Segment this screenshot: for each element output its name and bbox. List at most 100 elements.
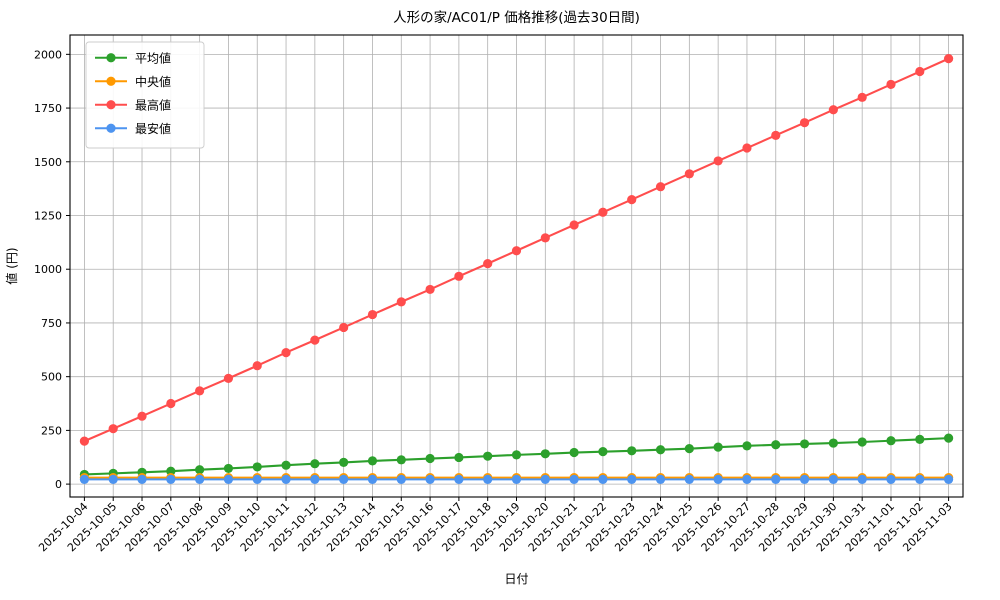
series-marker-平均値	[799, 439, 810, 449]
legend-marker-最高値	[106, 100, 116, 110]
y-tick-label: 2000	[34, 48, 62, 61]
series-marker-平均値	[655, 445, 666, 455]
series-marker-平均値	[915, 434, 925, 445]
series-marker-最高値	[281, 347, 291, 358]
series-marker-最安値	[195, 474, 205, 484]
series-marker-平均値	[367, 456, 378, 466]
series-marker-最安値	[655, 474, 666, 484]
series-marker-最安値	[828, 474, 838, 484]
series-marker-平均値	[252, 462, 262, 472]
series-marker-平均値	[339, 457, 349, 468]
series-marker-最安値	[886, 474, 896, 484]
series-marker-平均値	[195, 465, 205, 475]
series-marker-最安値	[713, 474, 723, 484]
series-marker-平均値	[886, 436, 896, 446]
series-marker-最安値	[137, 474, 147, 484]
y-tick-label: 500	[41, 371, 62, 384]
series-marker-最安値	[281, 474, 291, 484]
series-marker-最安値	[483, 474, 493, 484]
series-marker-最安値	[454, 474, 464, 484]
series-marker-最安値	[598, 474, 608, 484]
series-marker-最高値	[310, 335, 320, 345]
legend-label-最高値: 最高値	[135, 97, 171, 112]
plot-frame	[69, 34, 964, 498]
series-marker-最安値	[857, 474, 867, 484]
series-marker-最高値	[137, 411, 147, 421]
series-marker-平均値	[569, 447, 579, 458]
series-marker-最高値	[627, 195, 637, 205]
legend-label-中央値: 中央値	[135, 74, 171, 89]
series-marker-最安値	[367, 474, 378, 484]
y-axis: 0 250 500 750 1000 1250 1500 1750 2000	[34, 48, 70, 491]
y-axis-title: 値 (円)	[4, 247, 19, 284]
series-marker-最高値	[339, 322, 349, 333]
series-marker-最高値	[540, 233, 550, 243]
legend-marker-平均値	[106, 53, 116, 63]
series-marker-最安値	[684, 474, 694, 484]
series-marker-最高値	[771, 130, 781, 140]
series-marker-最高値	[655, 182, 666, 192]
series-marker-最安値	[108, 474, 118, 484]
series-marker-最安値	[799, 474, 810, 484]
series-marker-平均値	[742, 441, 752, 451]
legend-background	[85, 41, 205, 149]
series-marker-最高値	[252, 361, 262, 371]
chart-title: 人形の家/AC01/P 価格推移(過去30日間)	[393, 9, 640, 26]
series-marker-平均値	[223, 463, 234, 474]
series-marker-平均値	[713, 442, 723, 452]
y-tick-label: 1250	[34, 210, 62, 223]
series-marker-平均値	[684, 444, 694, 454]
series-marker-最高値	[598, 207, 608, 217]
legend-label-平均値: 平均値	[135, 50, 171, 65]
series-marker-最安値	[79, 474, 90, 484]
series-marker-平均値	[425, 453, 435, 464]
series-marker-最安値	[223, 474, 234, 484]
series-marker-最高値	[396, 297, 406, 307]
series-marker-最高値	[223, 373, 234, 383]
series-marker-最高値	[108, 424, 118, 434]
series-marker-平均値	[483, 451, 493, 461]
legend-marker-中央値	[106, 76, 116, 86]
series-marker-最高値	[166, 398, 176, 409]
series-group	[79, 54, 954, 484]
series-marker-最安値	[771, 474, 781, 484]
series-marker-平均値	[857, 437, 867, 447]
series-marker-最高値	[195, 386, 205, 396]
y-tick-label: 250	[41, 424, 62, 437]
series-marker-最高値	[943, 54, 954, 64]
y-tick-label: 750	[41, 317, 62, 330]
series-marker-最高値	[857, 92, 867, 102]
series-marker-最高値	[511, 246, 522, 256]
series-marker-平均値	[540, 449, 550, 459]
series-marker-最高値	[799, 118, 810, 128]
x-axis-title: 日付	[504, 572, 528, 586]
series-marker-最高値	[367, 309, 378, 320]
series-marker-最高値	[713, 156, 723, 166]
series-marker-平均値	[828, 438, 838, 448]
y-tick-label: 0	[55, 478, 62, 491]
series-marker-最高値	[425, 284, 435, 295]
series-marker-最高値	[828, 105, 838, 115]
series-marker-最安値	[339, 474, 349, 484]
y-tick-label: 1500	[34, 156, 62, 169]
legend-marker-最安値	[106, 123, 116, 133]
series-marker-平均値	[598, 447, 608, 457]
series-marker-最高値	[886, 79, 896, 90]
series-marker-最安値	[511, 474, 522, 484]
series-marker-最高値	[684, 169, 694, 179]
series-marker-平均値	[310, 459, 320, 469]
series-marker-平均値	[396, 455, 406, 465]
series-marker-最安値	[915, 474, 925, 484]
y-tick-label: 1000	[34, 263, 62, 276]
y-tick-label: 1750	[34, 102, 62, 115]
series-marker-最安値	[627, 474, 637, 484]
series-marker-最安値	[166, 474, 176, 484]
gridlines	[70, 35, 963, 497]
series-marker-最安値	[396, 474, 406, 484]
series-marker-最高値	[742, 143, 752, 153]
series-marker-平均値	[281, 460, 291, 470]
series-marker-最安値	[252, 474, 262, 484]
series-marker-最高値	[79, 436, 90, 446]
series-marker-平均値	[771, 440, 781, 450]
